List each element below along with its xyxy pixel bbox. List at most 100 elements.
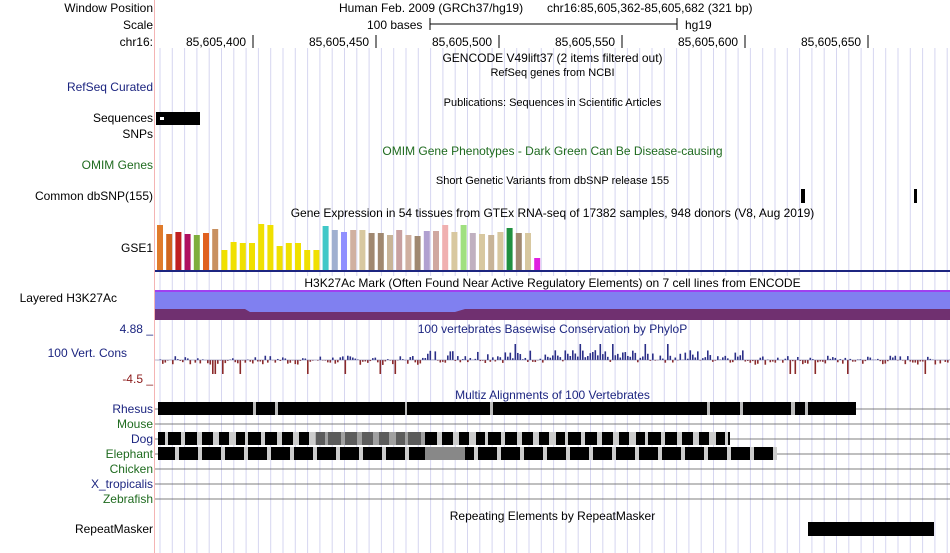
conservation-bar: [797, 356, 799, 360]
alignment-gap: [275, 402, 278, 415]
conservation-bar: [399, 356, 402, 360]
conservation-bar: [539, 358, 542, 360]
conservation-bar: [917, 360, 919, 365]
h3k27ac-track-label[interactable]: Layered H3K27Ac: [19, 291, 117, 305]
conservation-bar: [739, 355, 742, 360]
conservation-bar: [839, 359, 842, 360]
sequences-feature-gap: [160, 117, 164, 120]
species-label-zebrafish[interactable]: Zebrafish: [102, 492, 153, 506]
h3k27ac-track-title[interactable]: H3K27Ac Mark (Often Found Near Active Re…: [155, 276, 950, 290]
conservation-bar: [944, 360, 947, 362]
conservation-bar: [352, 357, 354, 360]
conservation-bar: [507, 356, 509, 360]
conservation-bar: [359, 360, 362, 365]
conservation-bar: [214, 360, 217, 374]
alignment-gap: [485, 432, 488, 445]
omim-track-title[interactable]: OMIM Gene Phenotypes - Dark Green Can Be…: [382, 144, 723, 158]
gtex-bar: [184, 234, 191, 270]
gencode-track-title[interactable]: GENCODE V49lift37 (2 items filtered out): [442, 51, 663, 65]
conservation-bar: [939, 360, 942, 364]
alignment-gap: [549, 432, 556, 445]
snps-track-label[interactable]: SNPs: [122, 127, 153, 141]
gtex-bar: [230, 242, 237, 270]
conservation-bar: [837, 360, 839, 363]
gtex-bar: [221, 250, 228, 270]
species-label-x_tropicalis[interactable]: X_tropicalis: [90, 477, 153, 491]
conservation-bar: [809, 357, 812, 360]
conservation-track-label[interactable]: 100 Vert. Cons: [47, 346, 127, 360]
gtex-bar: [433, 231, 439, 270]
dbsnp-track-label[interactable]: Common dbSNP(155): [34, 189, 153, 203]
conservation-bar: [817, 360, 819, 363]
alignment-gap: [245, 432, 248, 445]
sequences-track-label[interactable]: Sequences: [92, 111, 153, 125]
alignment-partial: [425, 447, 465, 460]
alignment-partial: [315, 432, 425, 445]
repeatmasker-element: [808, 522, 934, 536]
conservation-bar: [342, 356, 344, 360]
species-label-chicken[interactable]: Chicken: [109, 462, 153, 476]
conservation-bar: [344, 360, 347, 374]
conservation-bar: [562, 360, 564, 362]
species-label-dog[interactable]: Dog: [130, 432, 153, 446]
conservation-bar: [922, 360, 924, 362]
gtex-bar: [469, 233, 476, 270]
conservation-bar: [759, 357, 762, 360]
conservation-bar: [319, 356, 322, 360]
multiz-track-title[interactable]: Multiz Alignments of 100 Vertebrates: [455, 388, 650, 402]
conservation-bar: [327, 360, 329, 363]
conservation-bar: [894, 355, 897, 360]
conservation-bar: [244, 360, 247, 363]
species-label-elephant[interactable]: Elephant: [105, 447, 153, 461]
conservation-bar: [904, 360, 907, 365]
conservation-bar: [502, 360, 504, 363]
conservation-bar: [834, 357, 837, 360]
conservation-bar: [457, 356, 459, 360]
conservation-bar: [532, 360, 534, 362]
scale-text: 100 bases: [367, 18, 423, 32]
browser-image[interactable]: Human Feb. 2009 (GRCh37/hg19) chr16:85,6…: [155, 0, 950, 553]
conservation-bar: [202, 359, 204, 360]
alignment-gap: [565, 432, 568, 445]
dbsnp-track-title[interactable]: Short Genetic Variants from dbSNP releas…: [435, 175, 670, 187]
refseq-track-label[interactable]: RefSeq Curated: [66, 80, 153, 94]
conservation-bar: [927, 356, 929, 360]
conservation-bar: [477, 351, 479, 360]
conservation-bar: [364, 360, 367, 362]
conservation-bar: [547, 356, 549, 360]
gtex-bar: [313, 250, 320, 270]
gtex-track-title[interactable]: Gene Expression in 54 tissues from GTEx …: [290, 206, 815, 220]
gtex-bar: [423, 231, 430, 270]
gtex-bar: [157, 225, 163, 270]
conservation-bar: [234, 360, 237, 363]
alignment-gap: [581, 432, 585, 445]
conservation-bar: [794, 360, 797, 374]
conservation-bar: [862, 360, 864, 364]
phylop-track-title[interactable]: 100 vertebrates Basewise Conservation by…: [417, 322, 688, 336]
conservation-bar: [619, 357, 622, 360]
conservation-bar: [644, 344, 647, 360]
conservation-bar: [522, 359, 524, 360]
omim-track-label[interactable]: OMIM Genes: [81, 158, 153, 172]
gtex-bar: [359, 230, 366, 270]
conservation-bar: [804, 360, 807, 363]
conservation-bar: [449, 351, 452, 360]
conservation-min-label: -4.5 _: [122, 372, 153, 386]
gse1-track-label[interactable]: GSE1: [120, 241, 153, 255]
conservation-bar: [687, 358, 689, 360]
conservation-bar: [847, 360, 849, 374]
species-label-rhesus[interactable]: Rhesus: [112, 402, 153, 416]
alignment-gap: [681, 447, 685, 460]
gtex-bar: [414, 236, 421, 270]
alignment-gap: [244, 447, 248, 460]
conservation-bar: [782, 360, 784, 363]
conservation-bar: [899, 356, 902, 360]
alignment-block-elephant: [158, 447, 776, 460]
ruler-tick-label: 85,605,550: [555, 35, 616, 49]
refseq-track-title[interactable]: RefSeq genes from NCBI: [490, 67, 615, 79]
repeatmasker-track-title[interactable]: Repeating Elements by RepeatMasker: [449, 509, 656, 523]
publications-track-title[interactable]: Publications: Sequences in Scientific Ar…: [443, 97, 662, 109]
species-label-mouse[interactable]: Mouse: [116, 417, 153, 431]
repeatmasker-track-label[interactable]: RepeatMasker: [75, 522, 155, 536]
conservation-bar: [747, 360, 749, 361]
